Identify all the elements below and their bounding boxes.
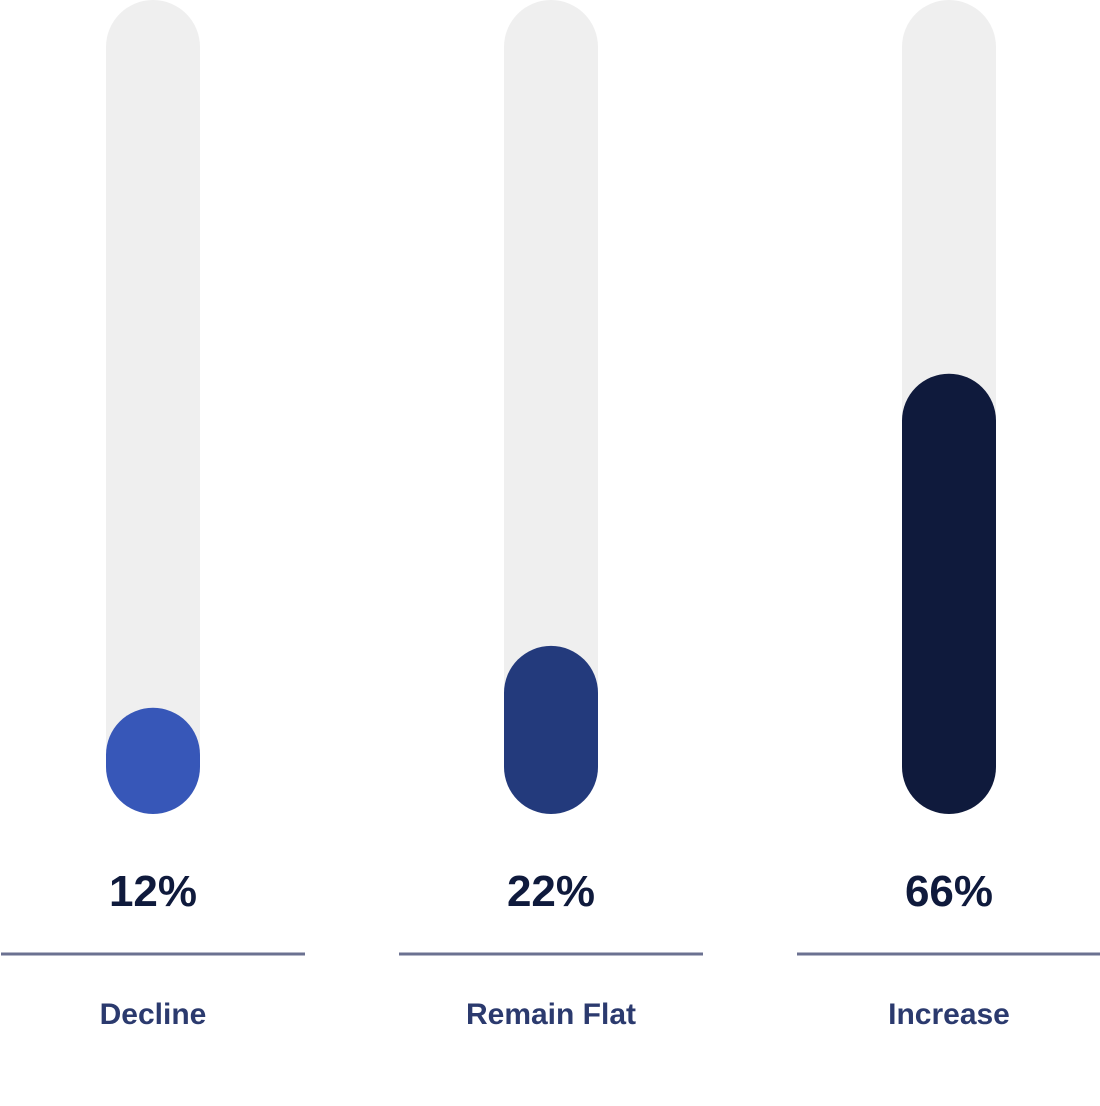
bar-track-remain-flat — [504, 0, 598, 814]
value-label-decline: 12% — [109, 867, 197, 916]
value-label-remain-flat: 22% — [507, 867, 595, 916]
category-label-decline: Decline — [100, 998, 207, 1031]
bar-remain-flat — [504, 645, 598, 814]
category-label-remain-flat: Remain Flat — [466, 998, 636, 1031]
category-label-increase: Increase — [888, 998, 1010, 1031]
bar-decline — [106, 707, 200, 814]
bar-track-decline — [106, 0, 200, 814]
bar-increase — [902, 373, 996, 814]
value-label-increase: 66% — [905, 867, 993, 916]
